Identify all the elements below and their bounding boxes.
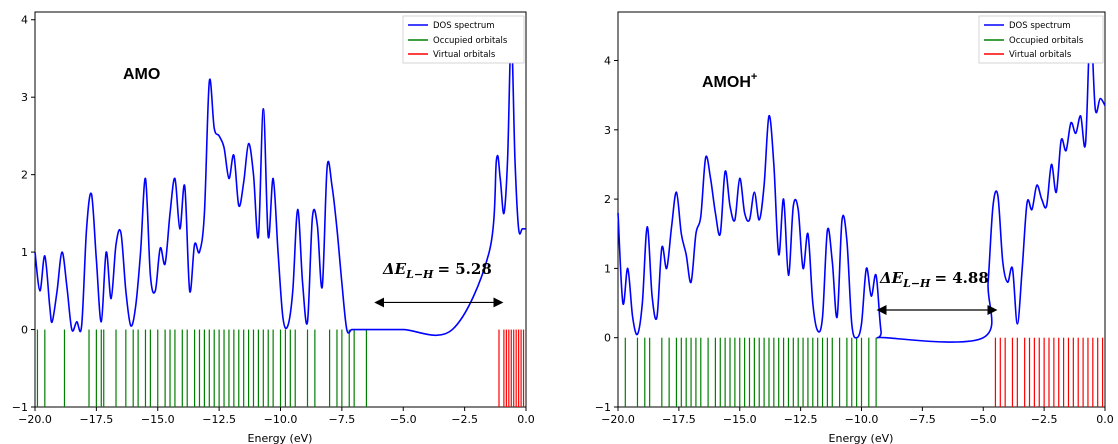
x-tick-label: −15.0 xyxy=(723,413,757,426)
x-tick-label: 0.0 xyxy=(517,413,535,426)
x-tick-label: −5.0 xyxy=(390,413,417,426)
y-tick-label: 0 xyxy=(604,332,611,345)
x-tick-label: −2.5 xyxy=(451,413,478,426)
x-tick-label: −7.5 xyxy=(329,413,356,426)
dos-spectrum-line xyxy=(34,34,526,337)
x-tick-label: −10.0 xyxy=(845,413,879,426)
y-tick-label: 2 xyxy=(604,193,611,206)
x-tick-label: 0.0 xyxy=(1096,413,1114,426)
y-tick-label: 4 xyxy=(21,14,28,27)
chart-marks xyxy=(617,25,1106,407)
molecule-label: AMOH+ xyxy=(702,71,757,91)
molecule-charge: + xyxy=(751,71,757,83)
dos-chart-amoh: −20.0 −17.5 −15.0 −12.5 −10.0 −7.5 −5.0 −2.5 0.0… xyxy=(595,11,1114,444)
gap-annotation: ΔEL−H = 5.28 xyxy=(374,260,504,308)
x-tick-label: −5.0 xyxy=(970,413,997,426)
y-tick-label: 1 xyxy=(604,262,611,275)
x-tick-label: −2.5 xyxy=(1031,413,1058,426)
gap-label: ΔEL−H = 5.28 xyxy=(382,260,492,281)
gap-value: = 4.88 xyxy=(934,269,988,287)
x-tick-label: −7.5 xyxy=(909,413,936,426)
y-tick-label: 4 xyxy=(604,55,611,68)
gap-label: ΔEL−H = 4.88 xyxy=(879,269,989,290)
y-tick-label: 1 xyxy=(21,246,28,259)
axes: −20.0 −17.5 −15.0 −12.5 −10.0 −7.5 −5.0 −2.5 0.0… xyxy=(595,55,1114,426)
x-tick-label: −15.0 xyxy=(141,413,175,426)
legend-label-virtual: Virtual orbitals xyxy=(1009,50,1072,60)
x-tick-label: −17.5 xyxy=(662,413,696,426)
y-tick-label: −1 xyxy=(12,401,28,414)
legend-label-virtual: Virtual orbitals xyxy=(433,50,496,60)
gap-subscript: L−H xyxy=(405,268,434,281)
axes: −20.0 −17.5 −15.0 −12.5 −10.0 −7.5 −5.0 −2.5 0.0… xyxy=(12,14,535,426)
gap-annotation: ΔEL−H = 4.88 xyxy=(876,269,998,315)
y-tick-label: 3 xyxy=(604,124,611,137)
x-tick-label: −20.0 xyxy=(601,413,635,426)
x-tick-label: −12.5 xyxy=(784,413,818,426)
legend-label-occupied: Occupied orbitals xyxy=(1009,36,1084,46)
dos-spectrum-line xyxy=(617,25,1106,343)
y-tick-label: 0 xyxy=(21,324,28,337)
gap-value: = 5.28 xyxy=(437,260,491,278)
molecule-label: AMO xyxy=(123,66,160,83)
x-axis-title: Energy (eV) xyxy=(829,432,894,444)
x-axis-title: Energy (eV) xyxy=(248,432,313,444)
gap-delta: ΔE xyxy=(879,269,904,287)
y-tick-label: 2 xyxy=(21,169,28,182)
y-tick-label: 3 xyxy=(21,91,28,104)
chart-marks xyxy=(34,34,526,407)
legend: DOS spectrum Occupied orbitals Virtual o… xyxy=(978,15,1104,64)
x-tick-label: −12.5 xyxy=(202,413,236,426)
y-tick-label: −1 xyxy=(595,401,611,414)
legend: DOS spectrum Occupied orbitals Virtual o… xyxy=(402,15,525,64)
legend-label-occupied: Occupied orbitals xyxy=(433,36,508,46)
dos-chart-amo: −20.0 −17.5 −15.0 −12.5 −10.0 −7.5 −5.0 −2.5 0.0… xyxy=(12,11,535,444)
legend-label-dos: DOS spectrum xyxy=(433,21,495,31)
x-tick-label: −17.5 xyxy=(80,413,114,426)
legend-label-dos: DOS spectrum xyxy=(1009,21,1071,31)
x-tick-label: −20.0 xyxy=(18,413,52,426)
gap-subscript: L−H xyxy=(902,277,931,290)
molecule-name: AMOH xyxy=(702,74,751,91)
gap-delta: ΔE xyxy=(382,260,407,278)
x-tick-label: −10.0 xyxy=(264,413,298,426)
